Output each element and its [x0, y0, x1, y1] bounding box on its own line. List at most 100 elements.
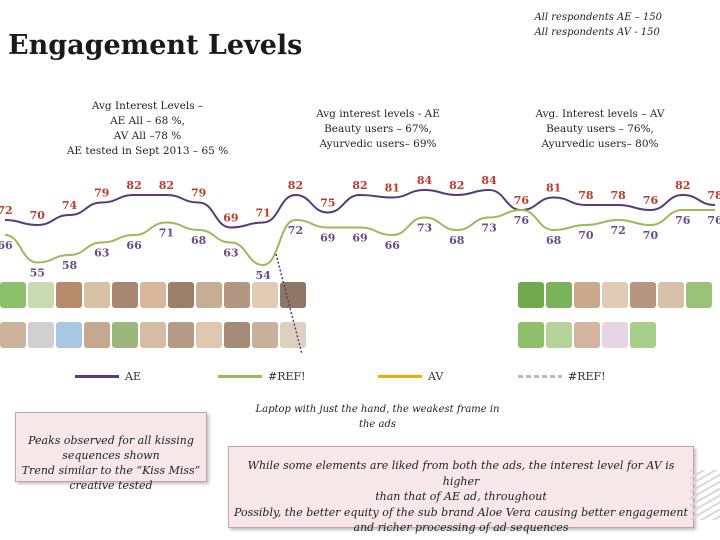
series-layer: 72 70 74 79 82 82 79 69 71 82 75 82 81 84 82 84 76 81 78 78…	[0, 175, 720, 282]
ad-frame	[252, 322, 278, 348]
caption-line: Laptop with just the hand, the weakest f…	[255, 404, 500, 415]
ad-frame	[224, 282, 250, 308]
ad-frame	[168, 282, 194, 308]
data-label: 72	[0, 204, 13, 217]
stat-av-beauty: Avg. Interest levels – AV Beauty users –…	[520, 107, 680, 152]
ad-frame	[574, 322, 600, 348]
box-line: and richer processing of ad sequences	[353, 521, 569, 534]
ad-frame	[0, 282, 26, 308]
stat-line: Beauty users – 67%,	[324, 123, 432, 135]
weak-frame-caption: Laptop with just the hand, the weakest f…	[250, 402, 505, 432]
ad-frame	[658, 282, 684, 308]
series-line-0	[4, 188, 716, 229]
data-label: 82	[675, 179, 690, 192]
data-label: 78	[707, 189, 720, 202]
stat-line: Ayurvedic users– 69%	[319, 138, 437, 150]
data-label: 68	[546, 234, 562, 247]
ad-frame	[84, 322, 110, 348]
data-label: 66	[385, 239, 401, 252]
box-line: Peaks observed for all kissing	[28, 434, 194, 447]
data-label: 76	[514, 194, 530, 207]
data-label: 81	[546, 182, 561, 195]
legend-swatch	[518, 375, 562, 378]
data-label: 82	[352, 179, 367, 192]
pointer-line	[275, 253, 303, 355]
ad-frame	[56, 282, 82, 308]
data-label: 82	[449, 179, 464, 192]
data-label: 76	[514, 214, 530, 227]
data-label: 75	[320, 197, 335, 210]
data-label: 84	[481, 175, 497, 187]
ad-frame	[196, 282, 222, 308]
data-label: 69	[223, 212, 238, 225]
ad-frames-right	[518, 282, 720, 360]
respondents-note: All respondents AE – 150 All respondents…	[534, 10, 662, 40]
ad-frame	[630, 282, 656, 308]
data-label: 63	[94, 247, 109, 260]
stat-line: Avg interest levels - AE	[316, 108, 440, 120]
ad-frame	[112, 322, 138, 348]
ad-frame	[0, 322, 26, 348]
data-label: 54	[256, 269, 272, 282]
legend-ae: AE	[75, 370, 141, 383]
ad-frame	[630, 322, 656, 348]
stat-avg-interest: Avg Interest Levels – AE All – 68 %, AV …	[60, 99, 235, 159]
ad-frame	[28, 282, 54, 308]
stat-line: AE tested in Sept 2013 – 65 %	[66, 145, 229, 157]
data-label: 71	[256, 207, 271, 220]
box-line: than that of AE ad, throughout	[375, 490, 547, 503]
stat-line: Ayurvedic users– 80%	[541, 138, 659, 150]
insight-box: While some elements are liked from both …	[228, 446, 694, 534]
data-label: 82	[288, 179, 303, 192]
data-label: 66	[126, 239, 142, 252]
legend-swatch	[75, 375, 119, 378]
data-label: 68	[449, 234, 465, 247]
ad-frame	[84, 282, 110, 308]
data-label: 76	[675, 214, 691, 227]
ad-frame	[686, 282, 712, 308]
legend-swatch	[218, 375, 262, 378]
respondents-ae: All respondents AE – 150	[534, 12, 662, 23]
ad-frame	[224, 322, 250, 348]
stat-line: Beauty users – 76%,	[546, 123, 654, 135]
stat-ae-beauty: Avg interest levels - AE Beauty users – …	[298, 107, 458, 152]
ad-frame	[252, 282, 278, 308]
data-label: 72	[288, 224, 303, 237]
weak-frame-pointer	[275, 253, 303, 355]
stat-line: Avg Interest Levels –	[91, 100, 204, 112]
respondents-av: All respondents AV - 150	[534, 27, 660, 38]
stat-line: Avg. Interest levels – AV	[535, 108, 665, 120]
ad-frame	[140, 282, 166, 308]
ad-frame	[602, 282, 628, 308]
data-label: 63	[223, 247, 238, 260]
data-label: 78	[578, 189, 594, 202]
ad-frame	[518, 322, 544, 348]
data-label: 84	[417, 175, 433, 187]
data-label: 79	[94, 187, 109, 200]
ad-frames-left	[0, 282, 330, 360]
box-line: sequences shown	[62, 449, 160, 462]
data-label: 76	[643, 194, 659, 207]
data-label: 82	[159, 179, 174, 192]
data-label: 82	[126, 179, 141, 192]
decorative-stripes	[690, 470, 720, 520]
ad-frame	[140, 322, 166, 348]
data-label: 69	[352, 232, 367, 245]
ad-frame	[546, 282, 572, 308]
series-line-1	[4, 208, 715, 267]
data-label: 55	[30, 267, 45, 280]
legend-label: #REF!	[268, 370, 306, 383]
ad-frame	[280, 322, 306, 348]
stat-line: AE All – 68 %,	[110, 115, 185, 127]
data-label: 74	[62, 199, 78, 212]
peaks-note-box: Peaks observed for all kissing sequences…	[15, 412, 207, 492]
data-label: 70	[578, 229, 594, 242]
data-label: 78	[611, 189, 627, 202]
ad-frame	[546, 322, 572, 348]
legend-label: AV	[428, 370, 444, 383]
data-label: 69	[320, 232, 335, 245]
ad-frame	[112, 282, 138, 308]
legend-label: AE	[125, 370, 141, 383]
data-label: 73	[481, 222, 496, 235]
data-label: 76	[707, 214, 720, 227]
